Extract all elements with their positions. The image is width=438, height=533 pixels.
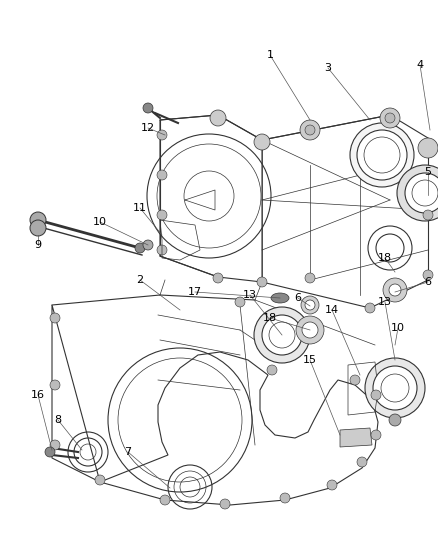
Circle shape xyxy=(301,296,319,314)
Circle shape xyxy=(280,493,290,503)
Circle shape xyxy=(267,365,277,375)
Circle shape xyxy=(143,240,153,250)
Text: 2: 2 xyxy=(137,275,144,285)
Circle shape xyxy=(210,110,226,126)
Circle shape xyxy=(397,165,438,221)
Circle shape xyxy=(296,316,324,344)
Circle shape xyxy=(254,307,310,363)
Circle shape xyxy=(157,130,167,140)
Circle shape xyxy=(257,277,267,287)
Circle shape xyxy=(157,245,167,255)
Circle shape xyxy=(302,322,318,338)
Circle shape xyxy=(357,457,367,467)
Circle shape xyxy=(305,300,315,310)
Circle shape xyxy=(143,103,153,113)
Circle shape xyxy=(50,313,60,323)
Circle shape xyxy=(213,273,223,283)
Text: 5: 5 xyxy=(424,167,431,177)
Circle shape xyxy=(50,380,60,390)
Text: 1: 1 xyxy=(266,50,273,60)
Circle shape xyxy=(135,243,145,253)
Text: 11: 11 xyxy=(133,203,147,213)
Circle shape xyxy=(30,220,46,236)
Ellipse shape xyxy=(271,293,289,303)
Text: 12: 12 xyxy=(141,123,155,133)
Polygon shape xyxy=(340,428,372,447)
Circle shape xyxy=(423,270,433,280)
Text: 3: 3 xyxy=(325,63,332,73)
Circle shape xyxy=(389,284,401,296)
Circle shape xyxy=(305,273,315,283)
Circle shape xyxy=(405,173,438,213)
Text: 18: 18 xyxy=(378,253,392,263)
Circle shape xyxy=(423,210,433,220)
Circle shape xyxy=(380,108,400,128)
Circle shape xyxy=(365,358,425,418)
Circle shape xyxy=(327,480,337,490)
Text: 15: 15 xyxy=(303,355,317,365)
Circle shape xyxy=(254,134,270,150)
Circle shape xyxy=(365,303,375,313)
Circle shape xyxy=(220,499,230,509)
Circle shape xyxy=(157,210,167,220)
Circle shape xyxy=(45,447,55,457)
Text: 6: 6 xyxy=(294,293,301,303)
Circle shape xyxy=(418,138,438,158)
Circle shape xyxy=(389,414,401,426)
Text: 9: 9 xyxy=(35,240,42,250)
Circle shape xyxy=(371,430,381,440)
Circle shape xyxy=(95,475,105,485)
Text: 8: 8 xyxy=(54,415,62,425)
Circle shape xyxy=(235,297,245,307)
Circle shape xyxy=(383,278,407,302)
Circle shape xyxy=(300,120,320,140)
Circle shape xyxy=(262,315,302,355)
Text: 10: 10 xyxy=(391,323,405,333)
Text: 4: 4 xyxy=(417,60,424,70)
Text: 7: 7 xyxy=(124,447,131,457)
Circle shape xyxy=(350,375,360,385)
Circle shape xyxy=(30,212,46,228)
Text: 17: 17 xyxy=(188,287,202,297)
Text: 6: 6 xyxy=(424,277,431,287)
Circle shape xyxy=(305,125,315,135)
Circle shape xyxy=(157,170,167,180)
Circle shape xyxy=(373,366,417,410)
Circle shape xyxy=(371,390,381,400)
Text: 13: 13 xyxy=(243,290,257,300)
Circle shape xyxy=(357,130,407,180)
Circle shape xyxy=(385,113,395,123)
Circle shape xyxy=(160,495,170,505)
Text: 16: 16 xyxy=(31,390,45,400)
Circle shape xyxy=(50,440,60,450)
Text: 14: 14 xyxy=(325,305,339,315)
Circle shape xyxy=(350,123,414,187)
Text: 13: 13 xyxy=(378,297,392,307)
Text: 10: 10 xyxy=(93,217,107,227)
Text: 18: 18 xyxy=(263,313,277,323)
